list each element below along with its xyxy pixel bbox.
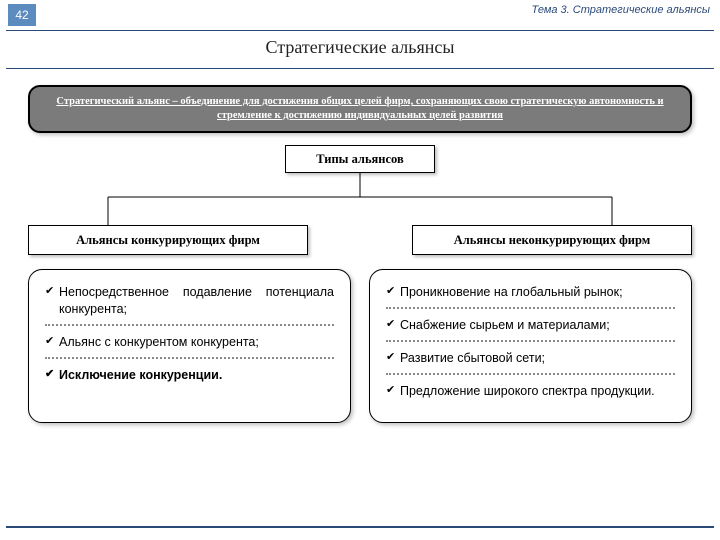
tree-left-node: Альянсы конкурирующих фирм	[28, 225, 308, 255]
title-bar: Стратегические альянсы	[6, 30, 714, 69]
list-item: Альянс с конкурентом конкурента;	[45, 334, 334, 359]
list-item: Непосредственное подавление потенциала к…	[45, 284, 334, 326]
theme-label: Тема 3. Стратегические альянсы	[531, 4, 710, 16]
right-list: Проникновение на глобальный рынок; Снабж…	[386, 284, 675, 406]
list-item: Предложение широкого спектра продукции.	[386, 383, 675, 406]
list-item: Исключение конкуренции.	[45, 367, 334, 390]
list-item: Развитие сбытовой сети;	[386, 350, 675, 375]
page-number-badge: 42	[8, 4, 36, 26]
left-list: Непосредственное подавление потенциала к…	[45, 284, 334, 390]
left-panel: Непосредственное подавление потенциала к…	[28, 269, 351, 423]
tree-root-node: Типы альянсов	[285, 145, 435, 173]
page-title: Стратегические альянсы	[6, 37, 714, 58]
list-item: Снабжение сырьем и материалами;	[386, 317, 675, 342]
right-panel: Проникновение на глобальный рынок; Снабж…	[369, 269, 692, 423]
footer-rule	[6, 526, 714, 528]
list-item: Проникновение на глобальный рынок;	[386, 284, 675, 309]
tree-diagram: Типы альянсов Альянсы конкурирующих фирм…	[28, 145, 692, 255]
tree-right-node: Альянсы неконкурирующих фирм	[412, 225, 692, 255]
definition-box: Стратегический альянс – объединение для …	[28, 85, 692, 133]
